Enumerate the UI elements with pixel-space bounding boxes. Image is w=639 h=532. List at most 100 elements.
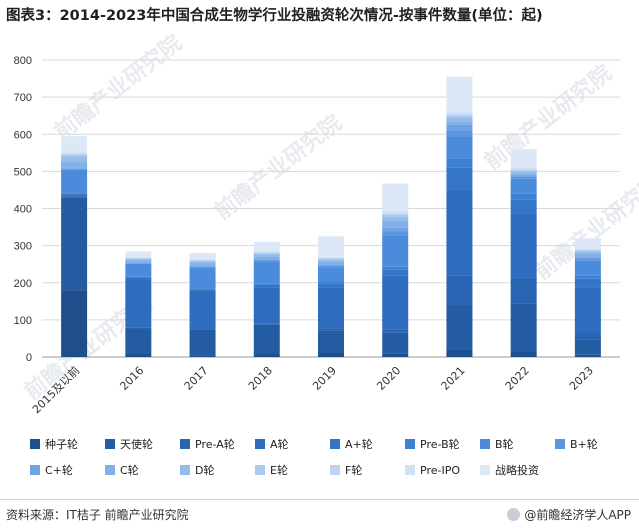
bar-segment [253,241,280,252]
legend-swatch [180,439,190,449]
bar-segment [574,278,601,288]
bar-segment [125,279,152,328]
bar-segment [189,259,216,261]
legend-label: B+轮 [570,438,598,451]
bar-segment [510,199,537,215]
legend-item: D轮 [180,462,255,478]
bar-segment [125,260,152,263]
y-tick-label: 300 [14,241,32,253]
bar-segment [61,169,88,193]
bar-segment [318,259,344,262]
x-tick-label: 2020 [374,364,403,393]
legend-item: A轮 [255,436,330,452]
bar-segment [510,167,537,170]
bar-segment [574,287,601,333]
legend-item: Pre-A轮 [180,436,255,452]
bar-segment [382,227,409,232]
bar-segment [318,257,344,259]
bar-segment [510,351,537,357]
bar-segment [61,136,88,153]
bar-segment [189,265,216,267]
legend-swatch [480,465,490,475]
legend-label: 种子轮 [45,438,78,451]
legend-item: Pre-IPO [405,462,480,478]
bar-segment [253,253,280,257]
bar-segment [382,269,409,276]
bar-segment [382,231,409,236]
bar-segment [189,263,216,266]
legend-item: A+轮 [330,436,405,452]
brand-text: @前瞻经济学人APP [524,508,631,522]
bar-segment [125,257,152,258]
legend-label: 战略投资 [495,464,539,477]
bar-segment [574,248,601,250]
bar-segment [574,238,601,249]
legend-item: B轮 [480,436,555,452]
y-tick-label: 800 [14,55,32,67]
bar-segment [253,252,280,254]
bar-segment [446,121,473,125]
bar-segment [61,290,88,357]
bar-segment [189,289,216,291]
x-tick-label: 2016 [117,364,146,393]
legend-item: B+轮 [555,436,630,452]
bar-segment [253,283,280,285]
footer-divider [0,499,639,500]
bar-segment [189,260,216,262]
bar-segment [318,265,344,268]
chart-title: 图表3：2014-2023年中国合成生物学行业投融资轮次情况-按事件数量(单位：… [6,8,543,24]
bar-segment [382,266,409,270]
x-tick-label: 2018 [246,364,275,393]
bar-segment [574,339,601,355]
bar-segment [189,267,216,289]
legend-swatch [555,439,565,449]
bar-segment [253,260,280,262]
legend-item: 天使轮 [105,436,180,452]
bar-segment [446,189,473,276]
bar-segment [61,197,88,291]
bar-segment [446,130,473,137]
y-tick-label: 100 [14,315,32,327]
bar-segment [61,167,88,169]
legend-label: D轮 [195,464,215,477]
bar-segment [446,158,473,168]
bar-segment [446,349,473,357]
bar-segment [510,303,537,352]
bar-segment [189,355,216,357]
bar-stacks [61,76,601,357]
legend-swatch [30,465,40,475]
bar-segment [574,260,601,276]
x-axis-tick-labels: 2015及以前 2016 2017 2018 2019 2020 2021 2022 2023 [29,363,596,416]
source-note: 资料来源：IT桔子 前瞻产业研究院 [6,508,189,522]
bar-segment [253,256,280,260]
legend-label: A轮 [270,438,289,451]
bar-segment [510,173,537,176]
bar-segment [382,275,409,330]
bar-segment [574,257,601,259]
bar-segment [253,251,280,253]
bar-segment [382,213,409,215]
bar-segment [318,264,344,266]
bar-segment [574,251,601,254]
bar-segment [61,152,88,154]
bar-segment [382,329,409,333]
bar-segment [189,328,216,330]
legend-item: 战略投资 [480,462,555,478]
bar-segment [510,277,537,304]
legend-label: B轮 [495,438,514,451]
legend-swatch [405,465,415,475]
bar-segment [253,354,280,357]
bar-segment [510,171,537,174]
bar-segment [61,154,88,157]
bar-segment [125,327,152,329]
legend-swatch [180,465,190,475]
legend-swatch [255,465,265,475]
y-axis-tick-labels: 0 100 200 300 400 500 600 700 800 [14,55,32,364]
legend-label: Pre-IPO [420,463,460,477]
bar-segment [574,250,601,252]
bar-segment [125,328,152,355]
bar-segment [318,283,344,288]
legend-swatch [405,439,415,449]
bar-segment [318,267,344,283]
chart-legend: 种子轮 天使轮 Pre-A轮 A轮 A+轮 Pre-B轮 B轮 B+轮 C+轮 C轮 D轮 E轮 F轮 P… [30,436,630,478]
